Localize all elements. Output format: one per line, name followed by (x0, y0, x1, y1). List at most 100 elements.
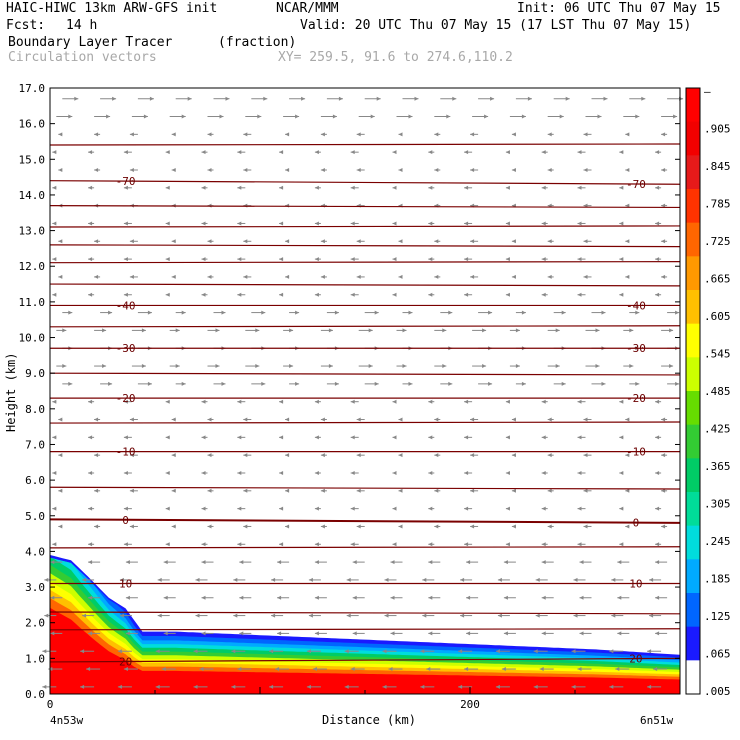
wind-vector-head-412 (165, 257, 170, 262)
wind-vector-head-215 (428, 470, 433, 475)
wind-vector-head-155 (94, 524, 99, 529)
wind-vector-head-75 (271, 613, 276, 618)
wind-vector-head-341 (62, 328, 67, 333)
wind-vector-head-192 (207, 488, 212, 493)
wind-vector-head-115 (497, 577, 502, 582)
wind-vector-head-161 (320, 524, 325, 529)
wind-vector-head-523 (505, 150, 510, 155)
wind-vector-head-158 (207, 524, 212, 529)
wind-vector-head-458 (619, 221, 624, 226)
wind-vector-head-475 (625, 203, 630, 208)
wind-vector-head-408 (661, 274, 666, 279)
wind-vector-head-22 (199, 667, 204, 672)
tracer-band-9 (50, 598, 680, 694)
wind-vector-head-316 (402, 364, 407, 369)
wind-vector-head-351 (442, 328, 447, 333)
wind-vector-head-131 (466, 560, 471, 565)
wind-vector-head-401 (398, 274, 403, 279)
y-tick-label-10: 10.0 (19, 332, 46, 345)
wind-vector-head-276 (165, 399, 170, 404)
fcst-value: 14 h (66, 18, 98, 33)
wind-vector-head-123 (163, 560, 168, 565)
isotherm-label--40-1: -40 (626, 299, 646, 312)
wind-vector-head-173 (123, 506, 128, 511)
wind-vector-head-551 (295, 114, 300, 119)
wind-vector-head-456 (541, 221, 546, 226)
wind-vector-head-83 (573, 613, 578, 618)
wind-vector-head-72 (157, 613, 162, 618)
wind-vector-head-517 (279, 150, 284, 155)
wind-vector-head-320 (555, 364, 560, 369)
wind-vector-head-73 (195, 613, 200, 618)
wind-vector-head-534 (285, 132, 290, 137)
org-label: NCAR/MMM (276, 1, 339, 16)
colorbar-label-4: .725 (704, 235, 731, 248)
wind-vector-head-451 (350, 221, 355, 226)
wind-vector-head-79 (422, 613, 427, 618)
colorbar-label-13: .185 (704, 573, 731, 586)
wind-vector-head-376 (88, 292, 93, 297)
wind-vector-head-91 (239, 595, 244, 600)
wind-vector-head-321 (595, 364, 600, 369)
isotherm-label-20-0: 20 (119, 655, 132, 668)
wind-vector-head-437 (470, 239, 475, 244)
wind-vector-head-1 (42, 684, 47, 689)
wind-vector-head-531 (171, 132, 176, 137)
wind-vector-head-504 (434, 167, 439, 172)
wind-vector-head-426 (58, 239, 63, 244)
wind-vector-head-20 (123, 667, 128, 672)
wind-vector-head-305 (635, 381, 640, 386)
isotherm-label-10-1: 10 (629, 577, 642, 590)
wind-vector-head-400 (356, 274, 361, 279)
wind-vector-head-283 (428, 399, 433, 404)
isotherm-label--40-0: -40 (116, 299, 136, 312)
wind-vector-head-574 (527, 96, 532, 101)
wind-vector-head-438 (511, 239, 516, 244)
wind-vector-head-225 (171, 453, 176, 458)
wind-vector-head-119 (649, 577, 654, 582)
wind-vector-head-560 (635, 114, 640, 119)
wind-vector-head-356 (629, 328, 634, 333)
wind-vector-head-109 (271, 577, 276, 582)
wind-vector-head-418 (392, 257, 397, 262)
wind-vector-head-556 (484, 114, 489, 119)
wind-vector-head-143 (279, 542, 284, 547)
wind-vector-head-354 (555, 328, 560, 333)
wind-vector-head-138 (88, 542, 93, 547)
wind-vector-head-347 (289, 328, 294, 333)
colorbar-label-2: .845 (704, 160, 731, 173)
wind-vector-head-512 (88, 150, 93, 155)
wind-vector-head-289 (655, 399, 660, 404)
wind-vector-head-269 (547, 417, 552, 422)
isotherm-label--10-0: -10 (116, 446, 136, 459)
wind-vector-head-403 (470, 274, 475, 279)
wind-vector-head-144 (314, 542, 319, 547)
wind-vector-head-571 (414, 96, 419, 101)
wind-vector-head-117 (573, 577, 578, 582)
wind-vector-head-184 (541, 506, 546, 511)
wind-vector-head-170 (661, 524, 666, 529)
colorbar-label-16: .005 (704, 685, 731, 698)
wind-vector-head-118 (611, 577, 616, 582)
wind-vector-head-415 (279, 257, 284, 262)
wind-vector-head-239 (52, 435, 57, 440)
wind-vector-head-4 (155, 684, 160, 689)
wind-vector-head-417 (350, 257, 355, 262)
wind-vector-head-28 (426, 667, 431, 672)
wind-vector-head-274 (88, 399, 93, 404)
isotherm-label--70-0: -70 (116, 175, 136, 188)
wind-vector-head-185 (577, 506, 582, 511)
wind-vector-head-13 (495, 684, 500, 689)
wind-vector-head-107 (195, 577, 200, 582)
wind-vector-head-291 (108, 381, 113, 386)
wind-vector-head-16 (609, 684, 614, 689)
wind-vector-head-538 (434, 132, 439, 137)
wind-vector-head-195 (320, 488, 325, 493)
colorbar-label-9: .425 (704, 423, 731, 436)
wind-vector-head-343 (141, 328, 146, 333)
wind-vector-head-172 (88, 506, 93, 511)
isotherm-line-9 (49, 486, 681, 490)
init-time: Init: 06 UTC Thu 07 May 15 (517, 1, 721, 16)
wind-vector-head-476 (661, 203, 666, 208)
wind-vector-head-168 (583, 524, 588, 529)
